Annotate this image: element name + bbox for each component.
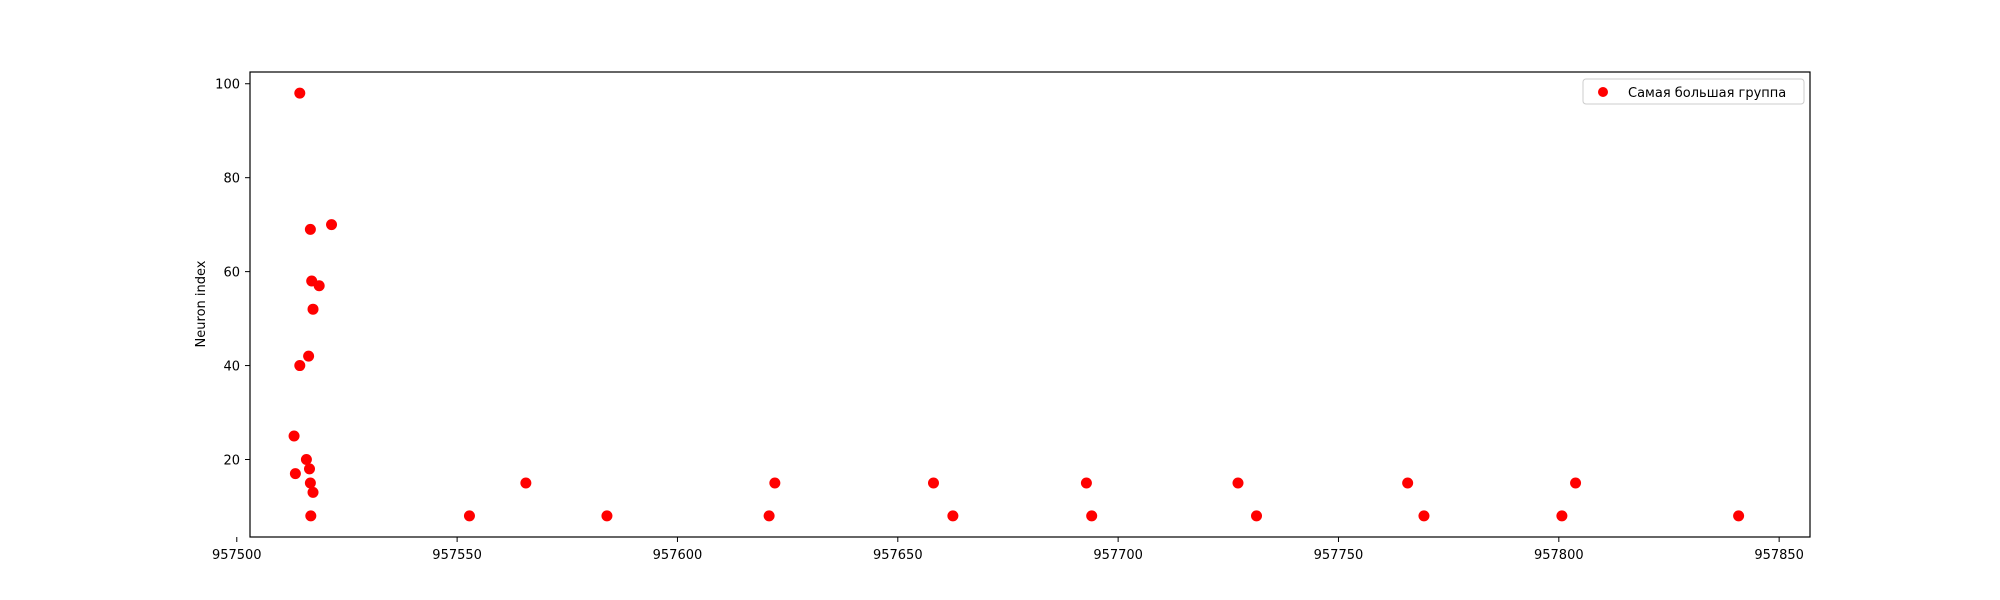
data-point [1570, 477, 1582, 489]
data-point [1232, 477, 1244, 489]
data-point [520, 477, 532, 489]
data-point [313, 280, 325, 292]
data-point [463, 510, 475, 522]
x-tick-label: 957800 [1534, 548, 1584, 563]
x-tick-label: 957850 [1754, 548, 1804, 563]
data-point [307, 303, 319, 315]
x-tick-label: 957700 [1093, 548, 1143, 563]
data-point [300, 454, 312, 465]
y-tick-label: 40 [223, 360, 240, 375]
data-point [294, 360, 306, 372]
data-point [1418, 510, 1430, 522]
x-tick-label: 957650 [873, 548, 923, 563]
data-point [326, 219, 338, 231]
data-point [305, 510, 317, 522]
x-tick-label: 957750 [1314, 548, 1364, 563]
legend: Самая большая группа [1582, 78, 1805, 105]
data-point [1251, 510, 1263, 522]
y-tick-label: 20 [223, 454, 240, 469]
x-tick-label: 957600 [653, 548, 703, 563]
data-point [289, 468, 301, 480]
legend-label: Самая большая группа [1628, 86, 1786, 101]
data-point [763, 510, 775, 522]
x-axis: 957500 957550 957600 957650 957700 957750 9578… [212, 537, 1804, 563]
y-tick-label: 60 [223, 266, 240, 281]
y-tick-label: 80 [223, 172, 240, 187]
data-point [769, 477, 781, 489]
data-point [303, 350, 315, 362]
plot-area-frame [249, 71, 1811, 538]
data-point [947, 510, 959, 522]
y-axis: 20 40 60 80 100 [215, 78, 250, 469]
data-point [1402, 477, 1414, 489]
data-point [303, 463, 315, 475]
data-points [288, 87, 1745, 522]
y-tick-label: 100 [215, 78, 240, 93]
data-point [927, 477, 939, 489]
data-point [294, 87, 306, 99]
x-tick-label: 957500 [212, 548, 262, 563]
data-point [1080, 477, 1092, 489]
data-point [1556, 510, 1568, 522]
data-point [304, 223, 316, 235]
data-point [307, 486, 319, 498]
data-point [288, 430, 300, 442]
data-point [1733, 510, 1745, 522]
legend-marker [1598, 87, 1608, 97]
x-tick-label: 957550 [432, 548, 482, 563]
data-point [601, 510, 613, 522]
legend-frame [1582, 78, 1805, 105]
data-point [304, 477, 316, 489]
data-point [1086, 510, 1098, 522]
y-axis-label: Neuron index [194, 260, 209, 347]
